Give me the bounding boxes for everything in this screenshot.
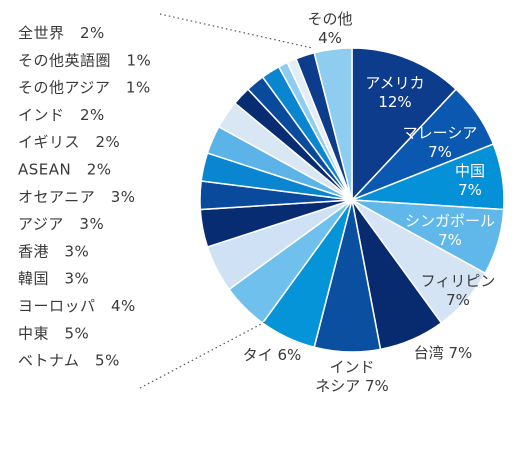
legend-item: ベトナム 5%: [18, 352, 120, 370]
leader-line-bottom: [139, 321, 266, 389]
pie-label-line: 7%: [428, 143, 452, 161]
pie-label-line: ネシア 7%: [315, 377, 389, 395]
pie-label-1: マレーシア 7%: [403, 124, 478, 161]
legend-item: アジア 3%: [18, 215, 104, 233]
pie-label-line: タイ 6%: [243, 346, 302, 364]
legend-item: 韓国 3%: [18, 270, 89, 288]
pie-label-line: 7%: [438, 231, 462, 249]
legend-item: 全世界 2%: [18, 24, 105, 42]
pie-label-line: その他: [307, 10, 352, 28]
pie-label-7: タイ 6%: [243, 346, 302, 364]
legend-item: 香港 3%: [18, 242, 89, 260]
pie-labels: アメリカ 12%マレーシア 7%中国 7%シンガポール 7%フィリピン 7%台湾 7%イン…: [243, 10, 496, 395]
pie-label-line: 4%: [318, 29, 342, 47]
pie-label-line: シンガポール: [405, 212, 495, 230]
pie-label-line: アメリカ: [365, 74, 424, 92]
legend: 全世界 2% その他英語圏 1% その他アジア 1% インド 2% イギリス 2% ASE…: [18, 24, 151, 370]
pie-label-line: 12%: [378, 93, 411, 111]
legend-item: その他英語圏 1%: [18, 51, 151, 69]
leader-lines: [139, 13, 313, 389]
pie-label-line: インド: [329, 358, 374, 376]
pie-label-0: アメリカ 12%: [365, 74, 424, 111]
legend-item: インド 2%: [18, 106, 105, 124]
pie-label-8: その他 4%: [307, 10, 352, 47]
pie-label-6: インドネシア 7%: [315, 358, 389, 395]
pie-label-4: フィリピン 7%: [421, 272, 496, 309]
legend-item: ASEAN 2%: [18, 161, 112, 179]
pie-label-line: 中国: [455, 162, 485, 180]
legend-item: オセアニア 3%: [18, 188, 136, 206]
legend-item: イギリス 2%: [18, 133, 120, 151]
pie-label-line: マレーシア: [403, 124, 478, 142]
legend-item: その他アジア 1%: [18, 79, 151, 97]
pie-slices: [199, 47, 505, 353]
legend-item: 中東 5%: [18, 324, 89, 342]
leader-line-top: [159, 13, 313, 49]
pie-label-line: 台湾 7%: [414, 344, 473, 362]
pie-label-3: シンガポール 7%: [405, 212, 495, 249]
pie-label-5: 台湾 7%: [414, 344, 473, 362]
pie-label-line: 7%: [458, 181, 482, 199]
pie-label-line: フィリピン: [421, 272, 496, 290]
legend-item: ヨーロッパ 4%: [18, 297, 136, 315]
pie-slice-21: [313, 47, 353, 201]
pie-slice-0: [351, 47, 458, 202]
pie-label-2: 中国 7%: [455, 162, 485, 199]
pie-label-line: 7%: [446, 291, 470, 309]
